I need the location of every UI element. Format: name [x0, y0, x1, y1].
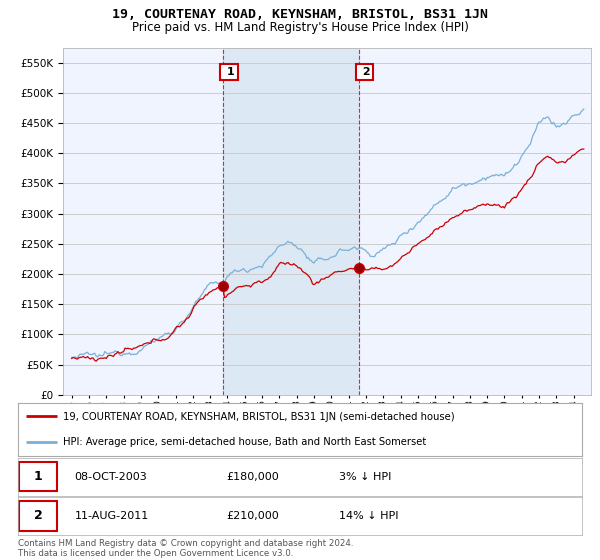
Bar [223, 48, 359, 395]
Text: 3% ↓ HPI: 3% ↓ HPI [340, 472, 392, 482]
Text: 11-AUG-2011: 11-AUG-2011 [74, 511, 149, 521]
Text: 1: 1 [34, 470, 43, 483]
FancyBboxPatch shape [19, 462, 58, 492]
Text: £180,000: £180,000 [227, 472, 280, 482]
Text: 19, COURTENAY ROAD, KEYNSHAM, BRISTOL, BS31 1JN: 19, COURTENAY ROAD, KEYNSHAM, BRISTOL, B… [112, 8, 488, 21]
Text: 1: 1 [223, 67, 235, 77]
Text: 2: 2 [359, 67, 370, 77]
Text: 2: 2 [34, 509, 43, 522]
Text: 08-OCT-2003: 08-OCT-2003 [74, 472, 147, 482]
Text: Price paid vs. HM Land Registry's House Price Index (HPI): Price paid vs. HM Land Registry's House … [131, 21, 469, 34]
Text: HPI: Average price, semi-detached house, Bath and North East Somerset: HPI: Average price, semi-detached house,… [63, 436, 427, 446]
Text: 14% ↓ HPI: 14% ↓ HPI [340, 511, 399, 521]
Text: 19, COURTENAY ROAD, KEYNSHAM, BRISTOL, BS31 1JN (semi-detached house): 19, COURTENAY ROAD, KEYNSHAM, BRISTOL, B… [63, 412, 455, 422]
FancyBboxPatch shape [19, 501, 58, 531]
Text: Contains HM Land Registry data © Crown copyright and database right 2024.
This d: Contains HM Land Registry data © Crown c… [18, 539, 353, 558]
Text: £210,000: £210,000 [227, 511, 280, 521]
